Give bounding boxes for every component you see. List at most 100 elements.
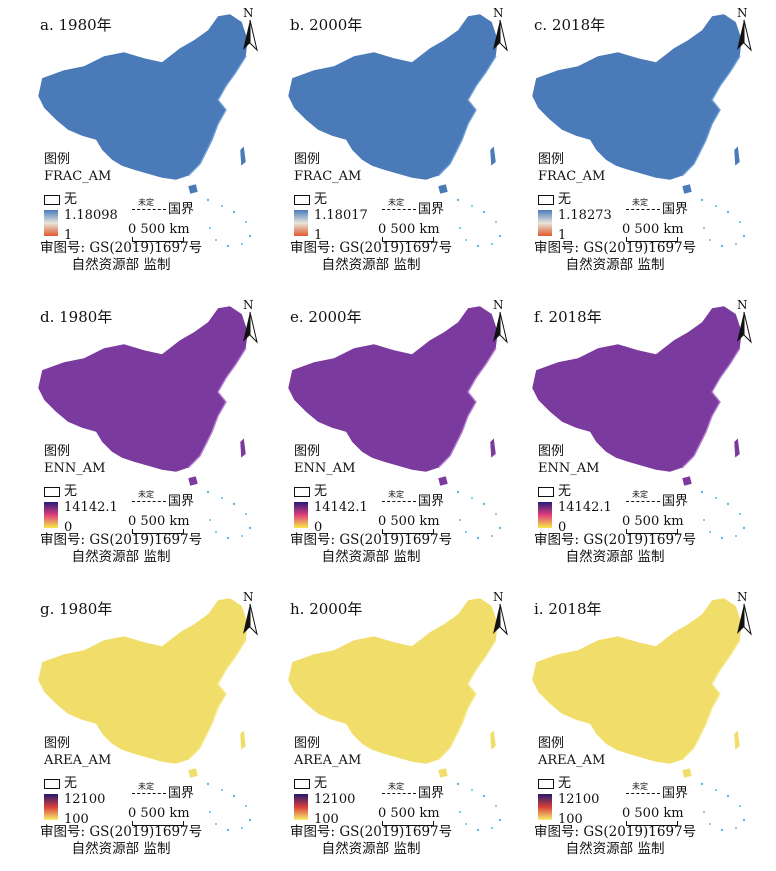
color-ramp	[44, 502, 58, 528]
legend-title: 图例	[44, 152, 71, 167]
map-panel-9: i. 2018年 N 图例 AREA_AM 无 12100 100 未定 国界 …	[506, 584, 764, 871]
no-data-swatch	[294, 486, 310, 497]
no-data-swatch	[44, 194, 60, 205]
approval-authority: 自然资源部 监制	[71, 257, 171, 273]
color-ramp	[538, 502, 552, 528]
scale-bar-line	[626, 821, 678, 826]
hainan-island	[187, 183, 199, 195]
legend-max: 14142.1	[64, 500, 118, 515]
panel-title: b. 2000年	[290, 16, 363, 34]
border-line	[626, 793, 660, 794]
legend-min: 100	[558, 812, 583, 827]
south-sea-islands	[206, 490, 252, 540]
scale-bar: 0 500 km	[622, 222, 684, 242]
color-ramp	[44, 210, 58, 236]
approval-authority: 自然资源部 监制	[71, 549, 171, 565]
border-line	[132, 209, 166, 210]
panel-title: a. 1980年	[40, 16, 112, 34]
south-sea-islands	[456, 782, 502, 832]
scale-label: 0 500 km	[622, 514, 684, 529]
scale-bar: 0 500 km	[128, 222, 190, 242]
china-map	[37, 597, 252, 832]
scale-bar: 0 500 km	[622, 514, 684, 534]
hainan-island	[437, 767, 449, 779]
scale-label: 0 500 km	[128, 514, 190, 529]
china-map	[287, 597, 502, 832]
approval-number: 审图号: GS(2019)1697号	[40, 824, 203, 840]
china-map	[531, 305, 746, 540]
legend-no-data: 无	[294, 776, 327, 791]
map-panel-8: h. 2000年 N 图例 AREA_AM 无 12100 100 未定 国界 …	[262, 584, 520, 871]
approval-note: 审图号: GS(2019)1697号 自然资源部 监制	[534, 824, 696, 858]
coastline	[437, 55, 497, 177]
legend-no-data: 无	[538, 484, 571, 499]
scale-bar: 0 500 km	[128, 806, 190, 826]
map-legend: 图例 ENN_AM 无 14142.1 0 未定 国界 0 500 km	[294, 444, 444, 535]
no-data-label: 无	[64, 776, 78, 791]
approval-number: 审图号: GS(2019)1697号	[534, 532, 697, 548]
coastline	[187, 55, 247, 177]
no-data-swatch	[538, 778, 554, 789]
north-letter: N	[493, 6, 504, 20]
taiwan-island	[489, 729, 497, 751]
north-arrow-icon	[243, 311, 258, 344]
no-data-swatch	[44, 778, 60, 789]
legend-title: 图例	[538, 444, 565, 459]
border-label: 国界	[168, 786, 195, 801]
map-panel-7: g. 1980年 N 图例 AREA_AM 无 12100 100 未定 国界 …	[12, 584, 270, 871]
legend-metric: FRAC_AM	[44, 169, 112, 184]
hainan-island	[437, 183, 449, 195]
border-label: 国界	[418, 786, 445, 801]
taiwan-island	[239, 729, 247, 751]
border-label: 国界	[662, 202, 689, 217]
legend-no-data: 无	[538, 776, 571, 791]
panel-title: f. 2018年	[534, 308, 602, 326]
legend-max: 1.18273	[558, 208, 612, 223]
north-arrow-icon	[243, 603, 258, 636]
scale-label: 0 500 km	[378, 514, 440, 529]
scale-bar: 0 500 km	[378, 222, 440, 242]
south-sea-islands	[456, 198, 502, 248]
legend-title: 图例	[294, 152, 321, 167]
legend-no-data: 无	[44, 192, 77, 207]
map-legend: 图例 FRAC_AM 无 1.18273 1 未定 国界 0 500 km	[538, 152, 688, 243]
legend-min: 100	[314, 812, 339, 827]
legend-title: 图例	[538, 736, 565, 751]
hainan-island	[681, 475, 693, 487]
approval-authority: 自然资源部 监制	[321, 257, 421, 273]
approval-number: 审图号: GS(2019)1697号	[40, 532, 203, 548]
approval-number: 审图号: GS(2019)1697号	[40, 240, 203, 256]
north-letter: N	[493, 590, 504, 604]
scale-label: 0 500 km	[622, 222, 684, 237]
approval-note: 审图号: GS(2019)1697号 自然资源部 监制	[290, 532, 452, 566]
legend-metric: AREA_AM	[294, 753, 362, 768]
coastline	[681, 347, 741, 469]
legend-max: 12100	[64, 792, 106, 807]
no-data-swatch	[44, 486, 60, 497]
legend-title: 图例	[44, 736, 71, 751]
scale-label: 0 500 km	[378, 222, 440, 237]
north-arrow: N	[734, 6, 754, 54]
north-arrow-icon	[737, 603, 752, 636]
legend-min: 0	[64, 520, 73, 535]
legend-max: 14142.1	[314, 500, 368, 515]
legend-max: 12100	[558, 792, 600, 807]
legend-no-data: 无	[294, 484, 327, 499]
map-panel-5: e. 2000年 N 图例 ENN_AM 无 14142.1 0 未定 国界 0…	[262, 292, 520, 579]
south-sea-islands	[206, 782, 252, 832]
scale-bar-line	[132, 529, 184, 534]
legend-metric: ENN_AM	[294, 461, 356, 476]
north-arrow-icon	[243, 19, 258, 52]
coastline	[681, 55, 741, 177]
no-data-swatch	[294, 194, 310, 205]
coastline	[437, 347, 497, 469]
undetermined-label: 未定	[632, 490, 648, 499]
legend-min: 0	[558, 520, 567, 535]
legend-no-data: 无	[44, 776, 77, 791]
north-arrow: N	[734, 298, 754, 346]
legend-no-data: 无	[538, 192, 571, 207]
taiwan-island	[733, 729, 741, 751]
no-data-label: 无	[314, 776, 328, 791]
panel-title: d. 1980年	[40, 308, 113, 326]
scale-bar-line	[382, 529, 434, 534]
